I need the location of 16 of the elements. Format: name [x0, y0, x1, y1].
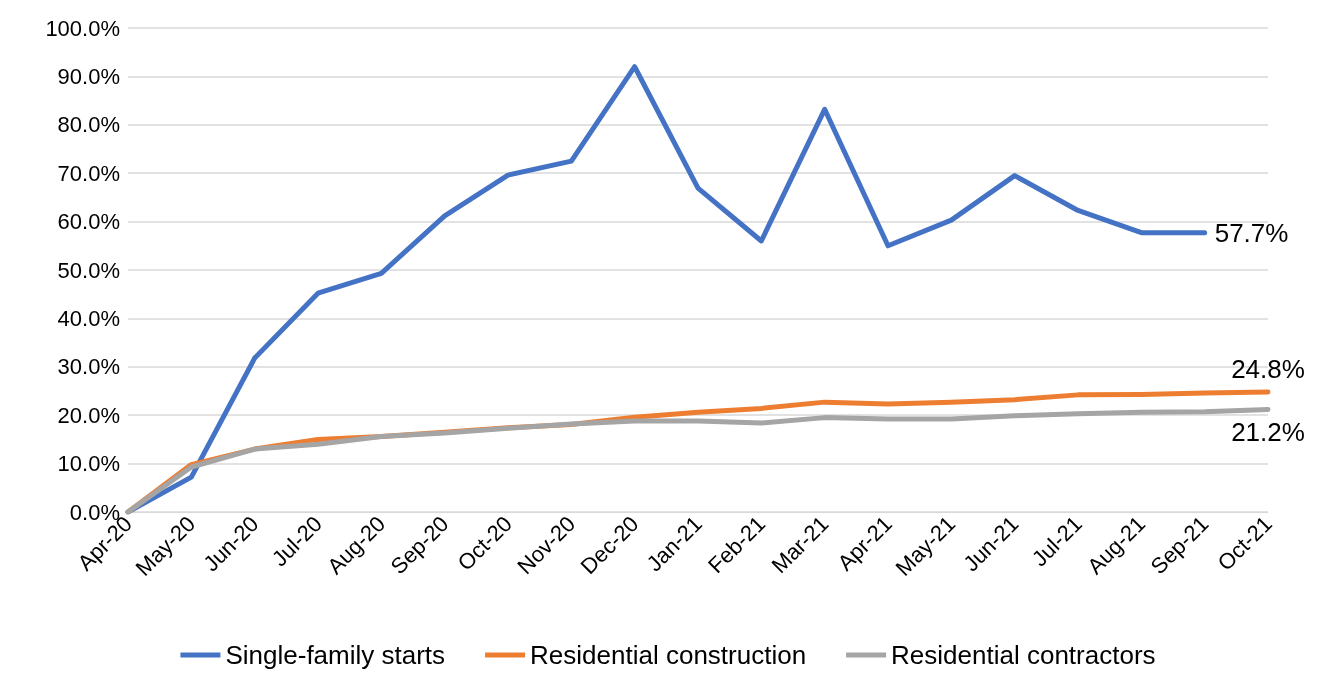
y-tick-label: 100.0% [45, 15, 120, 41]
legend-label: Residential contractors [891, 640, 1156, 670]
y-tick-label: 70.0% [57, 160, 120, 186]
data-label: 57.7% [1214, 217, 1289, 248]
y-tick-label: 10.0% [57, 451, 120, 477]
legend-label: Single-family starts [225, 640, 446, 670]
y-tick-label: 60.0% [57, 209, 120, 235]
data-label: 21.2% [1231, 417, 1305, 448]
y-tick-label: 40.0% [57, 305, 120, 331]
y-tick-label: 90.0% [57, 63, 120, 89]
legend-label: Residential construction [530, 640, 807, 670]
y-tick-label: 30.0% [57, 354, 120, 380]
y-tick-label: 50.0% [57, 257, 120, 283]
data-label: 24.8% [1231, 353, 1305, 384]
y-tick-label: 20.0% [57, 402, 120, 428]
y-tick-label: 80.0% [57, 112, 120, 138]
